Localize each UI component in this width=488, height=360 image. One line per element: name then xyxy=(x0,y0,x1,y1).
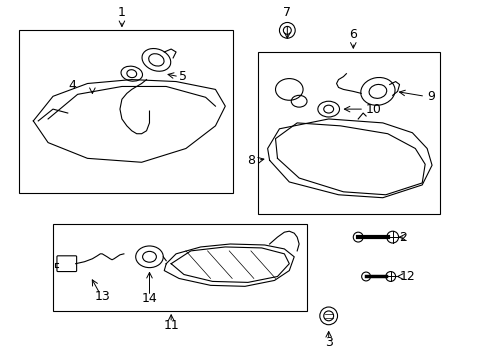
Text: 10: 10 xyxy=(366,103,381,116)
Text: 9: 9 xyxy=(426,90,434,103)
Text: 1: 1 xyxy=(118,6,125,19)
Text: 13: 13 xyxy=(94,290,110,303)
Text: 5: 5 xyxy=(179,70,186,83)
Text: 6: 6 xyxy=(348,28,357,41)
Bar xyxy=(53,224,306,311)
Text: 14: 14 xyxy=(142,292,157,305)
Text: 12: 12 xyxy=(399,270,414,283)
Bar xyxy=(257,52,439,215)
Text: 2: 2 xyxy=(399,231,407,244)
Text: 4: 4 xyxy=(69,79,77,92)
Text: 11: 11 xyxy=(163,319,179,332)
Text: 8: 8 xyxy=(246,154,254,167)
Bar xyxy=(19,30,233,193)
Text: 3: 3 xyxy=(324,336,332,349)
Text: 7: 7 xyxy=(283,6,291,19)
